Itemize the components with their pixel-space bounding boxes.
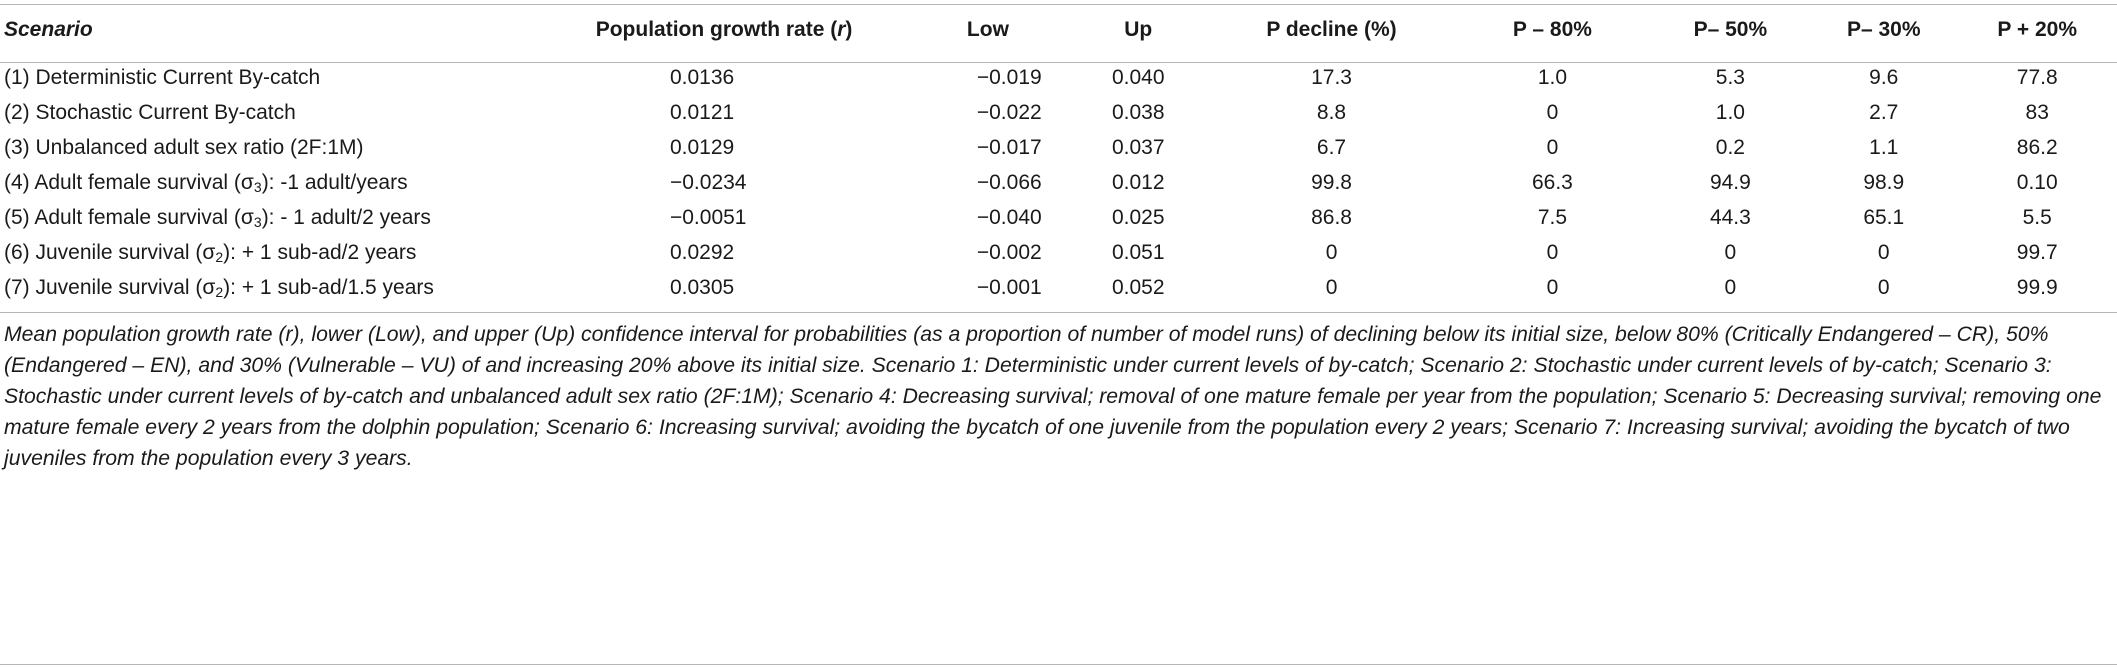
cell-p-80: 7.5: [1537, 205, 1568, 229]
cell-up: 0.040: [1111, 65, 1165, 89]
cell-p-decline: 86.8: [1311, 205, 1352, 229]
cell-p-50: 5.3: [1715, 65, 1745, 89]
table-footnote: Mean population growth rate (r), lower (…: [4, 323, 2102, 470]
cell-low: −0.066: [976, 170, 1042, 194]
cell-p-80: 0: [1546, 275, 1559, 299]
cell-p-30: 0: [1877, 240, 1890, 264]
header-p-decline: P decline (%): [1266, 18, 1397, 41]
cell-p-decline: 8.8: [1316, 100, 1347, 124]
cell-up: 0.025: [1111, 205, 1165, 229]
cell-growth-rate: 0.0121: [669, 100, 735, 124]
cell-p-plus-20: 99.7: [2016, 240, 2058, 264]
cell-low: −0.040: [976, 205, 1042, 229]
cell-p-decline: 6.7: [1316, 135, 1347, 159]
cell-p-50: 0: [1724, 275, 1737, 299]
table-body-rule: [0, 312, 2117, 313]
table-row: (1) Deterministic Current By-catch 0.0136…: [0, 60, 2117, 95]
table-header-rule: [0, 62, 2117, 63]
cell-p-plus-20: 83: [2025, 100, 2049, 124]
cell-up: 0.052: [1111, 275, 1165, 299]
cell-p-80: 1.0: [1537, 65, 1568, 89]
cell-low: −0.001: [976, 275, 1042, 299]
table-row: (2) Stochastic Current By-catch 0.0121 −0.…: [0, 95, 2117, 130]
cell-scenario: (3) Unbalanced adult sex ratio (2F:1M): [4, 135, 364, 159]
cell-low: −0.019: [976, 65, 1042, 89]
cell-p-80: 0: [1546, 240, 1559, 264]
header-up: Up: [1124, 18, 1153, 41]
cell-scenario: (4) Adult female survival (σ3): -1 adult…: [4, 170, 408, 195]
results-table: Scenario Population growth rate (r) Low …: [0, 0, 2117, 305]
table-top-rule: [0, 4, 2117, 5]
cell-p-decline: 0: [1325, 240, 1338, 264]
header-p-plus-20: P + 20%: [1997, 18, 2077, 41]
cell-up: 0.037: [1111, 135, 1165, 159]
cell-low: −0.017: [976, 135, 1042, 159]
cell-p-30: 0: [1877, 275, 1890, 299]
table-row: (3) Unbalanced adult sex ratio (2F:1M) 0.…: [0, 130, 2117, 165]
cell-scenario: (1) Deterministic Current By-catch: [4, 65, 321, 89]
cell-scenario: (7) Juvenile survival (σ2): + 1 sub-ad/1…: [4, 275, 434, 300]
cell-p-30: 65.1: [1863, 205, 1905, 229]
cell-growth-rate: 0.0292: [669, 240, 735, 264]
table-body: (1) Deterministic Current By-catch 0.0136…: [0, 60, 2117, 305]
cell-growth-rate: −0.0234: [669, 170, 747, 194]
cell-p-plus-20: 77.8: [2016, 65, 2058, 89]
cell-growth-rate: −0.0051: [669, 205, 747, 229]
table-header-row: Scenario Population growth rate (r) Low …: [0, 0, 2117, 60]
cell-up: 0.038: [1111, 100, 1165, 124]
cell-p-30: 2.7: [1869, 100, 1899, 124]
cell-growth-rate: 0.0136: [669, 65, 735, 89]
table-row: (6) Juvenile survival (σ2): + 1 sub-ad/2…: [0, 235, 2117, 270]
cell-low: −0.002: [976, 240, 1042, 264]
cell-p-80: 66.3: [1531, 170, 1573, 194]
cell-p-plus-20: 0.10: [2016, 170, 2058, 194]
cell-p-50: 94.9: [1709, 170, 1751, 194]
header-p-30: P– 30%: [1846, 18, 1921, 41]
cell-p-50: 1.0: [1715, 100, 1745, 124]
cell-p-plus-20: 86.2: [2016, 135, 2058, 159]
header-low: Low: [966, 18, 1009, 41]
cell-low: −0.022: [976, 100, 1042, 124]
header-p-80: P – 80%: [1512, 18, 1592, 41]
cell-p-decline: 17.3: [1311, 65, 1352, 89]
table-row: (5) Adult female survival (σ3): - 1 adul…: [0, 200, 2117, 235]
cell-up: 0.051: [1111, 240, 1165, 264]
cell-growth-rate: 0.0129: [669, 135, 735, 159]
cell-scenario: (6) Juvenile survival (σ2): + 1 sub-ad/2…: [4, 240, 417, 265]
cell-p-plus-20: 5.5: [2022, 205, 2052, 229]
cell-growth-rate: 0.0305: [669, 275, 735, 299]
cell-scenario: (5) Adult female survival (σ3): - 1 adul…: [4, 205, 431, 230]
cell-p-80: 0: [1546, 135, 1559, 159]
cell-p-decline: 99.8: [1311, 170, 1352, 194]
cell-p-decline: 0: [1325, 275, 1338, 299]
table-row: (7) Juvenile survival (σ2): + 1 sub-ad/1…: [0, 270, 2117, 305]
cell-p-50: 0: [1724, 240, 1737, 264]
cell-p-50: 44.3: [1709, 205, 1751, 229]
table-bottom-rule: [0, 664, 2117, 665]
cell-p-plus-20: 99.9: [2016, 275, 2058, 299]
cell-p-30: 9.6: [1869, 65, 1899, 89]
header-scenario: Scenario: [4, 18, 93, 41]
cell-p-30: 1.1: [1869, 135, 1899, 159]
cell-scenario: (2) Stochastic Current By-catch: [4, 100, 296, 124]
cell-p-50: 0.2: [1715, 135, 1745, 159]
header-growth-rate: Population growth rate (r): [595, 18, 853, 41]
header-p-50: P– 50%: [1693, 18, 1768, 41]
cell-p-80: 0: [1546, 100, 1559, 124]
cell-p-30: 98.9: [1863, 170, 1905, 194]
table-row: (4) Adult female survival (σ3): -1 adult…: [0, 165, 2117, 200]
cell-up: 0.012: [1111, 170, 1165, 194]
